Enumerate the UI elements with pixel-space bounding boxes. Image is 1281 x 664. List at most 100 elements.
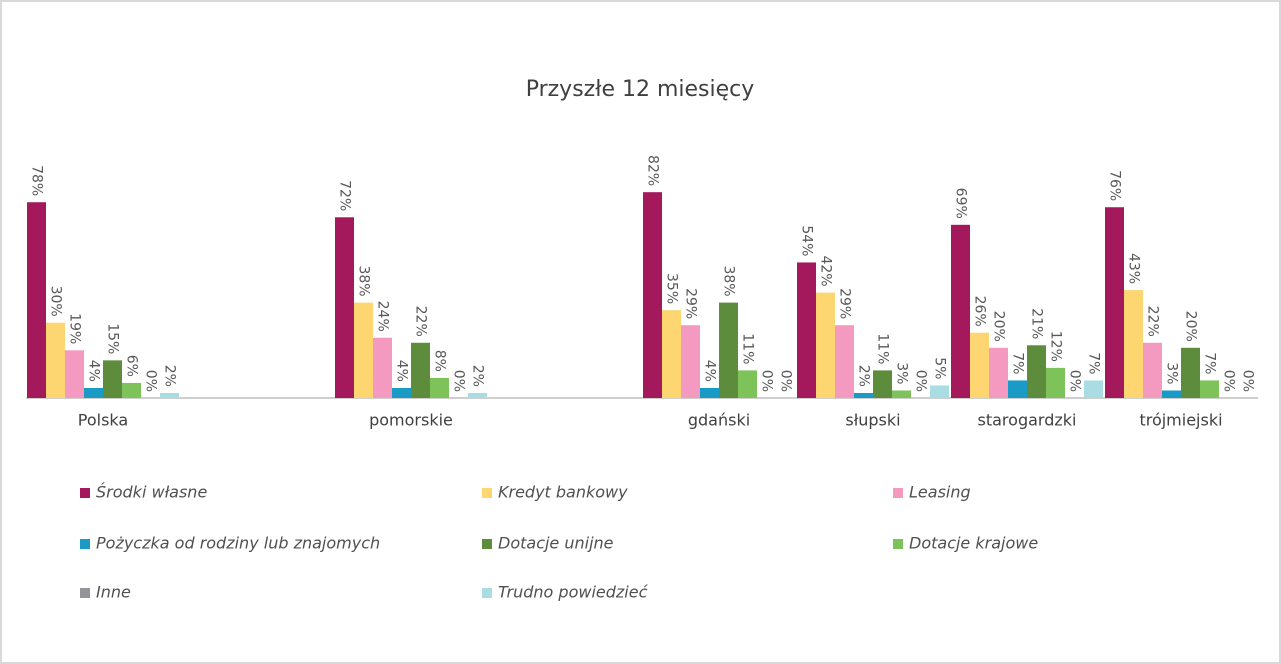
bar	[681, 325, 700, 398]
legend-swatch	[80, 488, 90, 498]
chart-title: Przyszłe 12 miesięcy	[526, 77, 755, 102]
legend-label: Dotacje krajowe	[909, 534, 1038, 553]
legend-label: Dotacje unijne	[498, 534, 614, 553]
data-label: 38%	[721, 265, 737, 296]
data-label: 6%	[124, 355, 140, 377]
data-label: 54%	[799, 225, 815, 256]
data-label: 29%	[683, 288, 699, 319]
bar	[354, 302, 373, 398]
bar	[970, 332, 989, 398]
data-label: 38%	[356, 265, 372, 296]
legend-swatch	[482, 488, 492, 498]
data-label: 20%	[1183, 311, 1199, 342]
bar	[854, 392, 873, 398]
data-label: 0%	[1221, 370, 1237, 392]
bar	[700, 387, 719, 398]
legend-swatch	[80, 588, 90, 598]
data-label: 0%	[1067, 370, 1083, 392]
data-label: 35%	[664, 273, 680, 304]
bar	[892, 390, 911, 398]
data-label: 29%	[837, 288, 853, 319]
data-label: 4%	[86, 360, 102, 382]
x-tick-label: słupski	[845, 411, 900, 430]
data-label: 4%	[394, 360, 410, 382]
x-tick-label: pomorskie	[369, 411, 453, 430]
data-label: 4%	[702, 360, 718, 382]
data-label: 2%	[856, 365, 872, 387]
legend-swatch	[482, 539, 492, 549]
data-label: 20%	[991, 311, 1007, 342]
bar	[65, 350, 84, 398]
legend-swatch	[893, 539, 903, 549]
bar	[430, 377, 449, 398]
bar	[392, 387, 411, 398]
bar	[1181, 347, 1200, 398]
data-label: 42%	[818, 255, 834, 286]
data-label: 3%	[894, 362, 910, 384]
bar	[468, 392, 487, 398]
bar	[122, 382, 141, 398]
x-tick-label: Polska	[78, 411, 128, 430]
bar	[411, 342, 430, 398]
bar	[873, 370, 892, 398]
data-label: 21%	[1029, 308, 1045, 339]
bar	[816, 292, 835, 398]
data-label: 72%	[337, 180, 353, 211]
bar	[335, 217, 354, 398]
data-label: 2%	[470, 365, 486, 387]
data-label: 82%	[645, 155, 661, 186]
legend-swatch	[482, 588, 492, 598]
data-label: 24%	[375, 301, 391, 332]
data-label: 26%	[972, 296, 988, 327]
bar	[738, 370, 757, 398]
legend-label: Kredyt bankowy	[498, 483, 628, 502]
data-label: 30%	[48, 286, 64, 317]
bar	[835, 325, 854, 398]
bar	[662, 310, 681, 398]
bar	[84, 387, 103, 398]
data-label: 0%	[1240, 370, 1256, 392]
legend-label: Trudno powiedzieć	[498, 583, 649, 602]
legend-label: Pożyczka od rodziny lub znajomych	[96, 534, 380, 553]
bar	[1143, 342, 1162, 398]
data-label: 0%	[913, 370, 929, 392]
data-label: 0%	[778, 370, 794, 392]
data-label: 0%	[451, 370, 467, 392]
bar	[930, 385, 949, 398]
x-tick-label: trójmiejski	[1139, 411, 1222, 430]
legend-label: Środki własne	[96, 483, 207, 502]
bar	[1124, 290, 1143, 398]
data-label: 22%	[1145, 306, 1161, 337]
data-label: 11%	[740, 333, 756, 364]
legend-label: Leasing	[909, 483, 971, 502]
data-label: 12%	[1048, 331, 1064, 362]
bar	[989, 347, 1008, 398]
bar	[1027, 345, 1046, 398]
bar	[373, 337, 392, 398]
bar	[719, 302, 738, 398]
data-label: 19%	[67, 313, 83, 344]
data-label: 5%	[932, 357, 948, 379]
bar	[1162, 390, 1181, 398]
data-label: 7%	[1202, 352, 1218, 374]
data-label: 2%	[162, 365, 178, 387]
data-label: 7%	[1086, 352, 1102, 374]
bar	[46, 322, 65, 398]
bar	[951, 224, 970, 398]
data-label: 15%	[105, 323, 121, 354]
data-label: 69%	[953, 188, 969, 219]
data-label: 7%	[1010, 352, 1026, 374]
bar	[1084, 380, 1103, 398]
data-label: 43%	[1126, 253, 1142, 284]
data-label: 0%	[759, 370, 775, 392]
legend-swatch	[80, 539, 90, 549]
data-label: 8%	[432, 350, 448, 372]
x-tick-label: gdański	[688, 411, 750, 430]
bar	[1046, 367, 1065, 398]
data-label: 3%	[1164, 362, 1180, 384]
data-label: 78%	[29, 165, 45, 196]
data-label: 0%	[143, 370, 159, 392]
bar	[103, 360, 122, 398]
